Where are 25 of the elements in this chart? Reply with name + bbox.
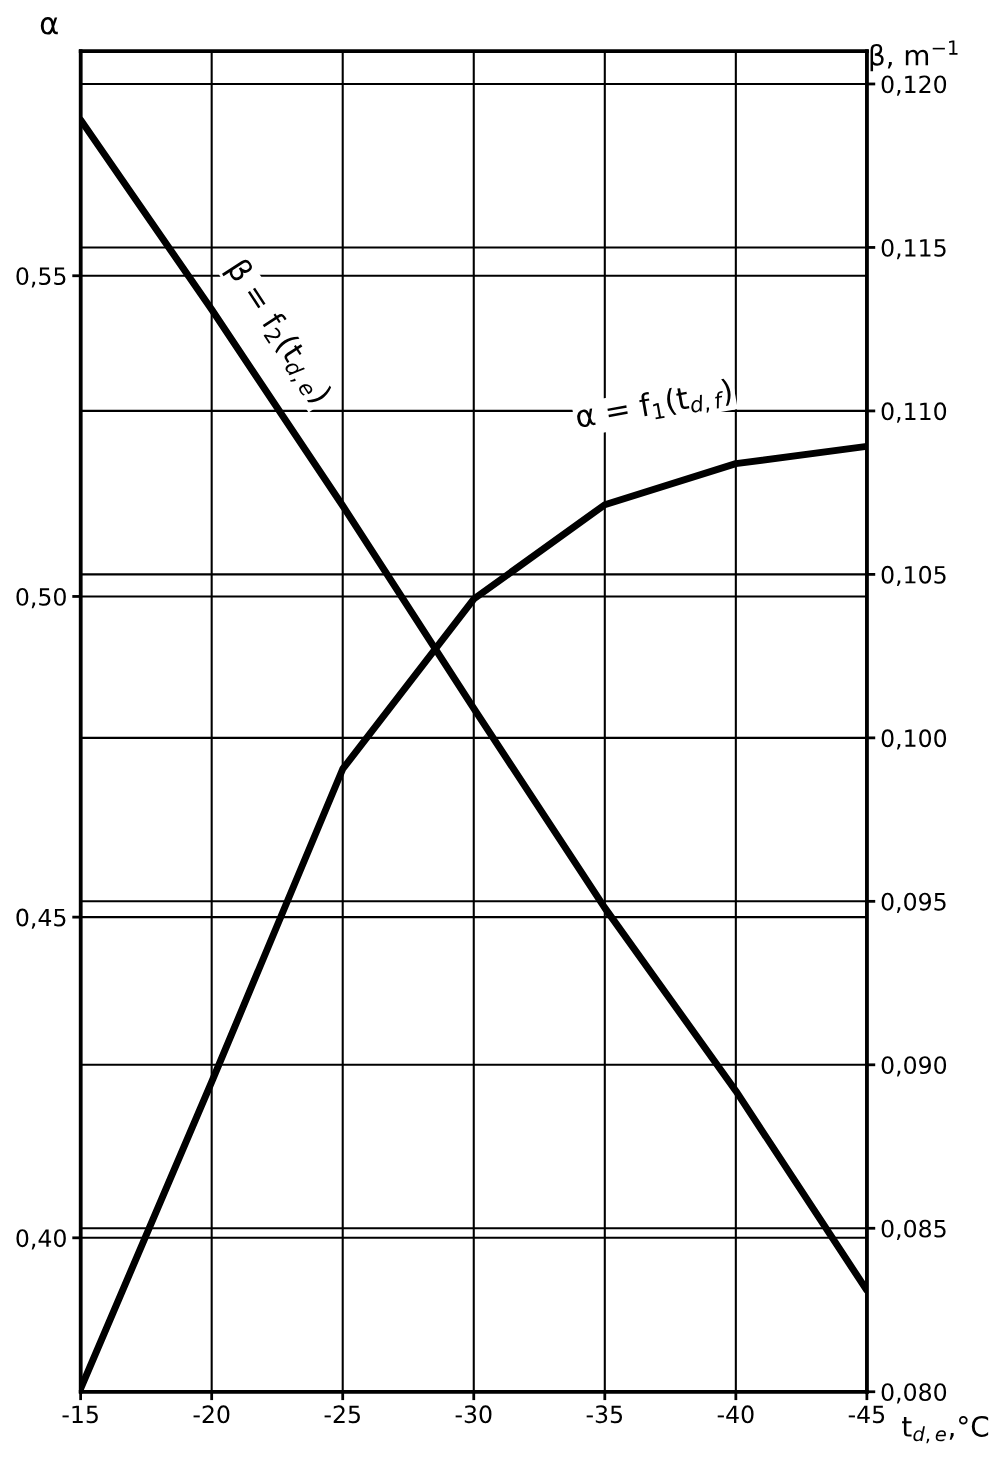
x-tick-label: -35 bbox=[586, 1405, 623, 1424]
x-axis-title: t$_{d,e}$,°C bbox=[902, 1415, 989, 1444]
y-axis-title: α bbox=[40, 17, 58, 35]
y2-tick-label: 0,085 bbox=[881, 1219, 946, 1240]
y2-tick-label: 0,120 bbox=[881, 75, 947, 96]
annotation: α = f$_{1}$(t$_{d,f}$) bbox=[574, 377, 734, 436]
y-tick-label: 0,50 bbox=[16, 587, 66, 609]
y-tick-label: 0,45 bbox=[16, 908, 66, 929]
y-tick-label: 0,55 bbox=[16, 267, 66, 288]
x-tick-label: -25 bbox=[324, 1405, 360, 1424]
y2-tick-label: 0,090 bbox=[881, 1056, 947, 1077]
y-tick-label: 0,40 bbox=[16, 1229, 66, 1250]
x-tick-label: -40 bbox=[717, 1405, 754, 1424]
y2-tick-label: 0,110 bbox=[881, 402, 947, 423]
x-tick-label: -30 bbox=[455, 1405, 492, 1424]
y2-tick-label: 0,115 bbox=[881, 238, 946, 260]
annotation: β = f$_{2}$(t$_{d,e}$) bbox=[221, 257, 334, 408]
x-tick-label: -20 bbox=[193, 1405, 230, 1424]
x-tick-label: -45 bbox=[848, 1405, 885, 1424]
y2-axis-title: β, m$^{−1}$ bbox=[870, 40, 958, 72]
x-tick-label: -15 bbox=[62, 1405, 98, 1424]
y2-tick-label: 0,080 bbox=[881, 1383, 947, 1404]
y2-tick-label: 0,095 bbox=[881, 892, 946, 914]
y2-tick-label: 0,100 bbox=[881, 729, 947, 750]
y2-tick-label: 0,105 bbox=[881, 565, 946, 587]
